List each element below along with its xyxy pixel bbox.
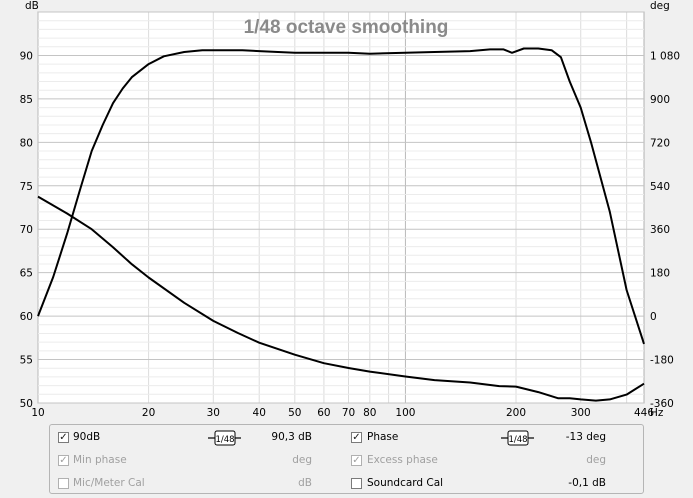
y2-axis-label: deg <box>650 0 670 12</box>
y2-tick-labels: -360 -180 0 180 360 540 720 900 1 080 <box>650 50 680 410</box>
y-tick-label: 80 <box>20 137 33 149</box>
min-phase-value: deg <box>292 454 312 466</box>
y-tick-label: 75 <box>20 181 33 193</box>
series-line-phase <box>37 195 645 402</box>
y-tick-label: 70 <box>20 224 33 236</box>
y-tick-label: 65 <box>20 268 33 280</box>
svg-text:1/48: 1/48 <box>215 435 234 445</box>
magnitude-checkbox[interactable]: ✓ <box>58 432 69 443</box>
soundcard-cal-label: Soundcard Cal <box>367 477 444 489</box>
y-tick-label: 50 <box>20 398 33 410</box>
y2-tick-label: -180 <box>650 355 674 367</box>
y2-tick-label: 540 <box>650 181 670 193</box>
x-tick-label: 50 <box>288 407 301 419</box>
legend-row-1: ✓ 90dB 1/48 90,3 dB ✓ Phase 1/48 -13 deg <box>50 429 643 449</box>
excess-phase-label: Excess phase <box>367 454 438 466</box>
chart-title: 1/48 octave smoothing <box>244 17 449 38</box>
magnitude-value: 90,3 dB <box>271 431 312 443</box>
legend-row-3: Mic/Meter Cal dB Soundcard Cal -0,1 dB <box>50 475 643 495</box>
phase-label: Phase <box>367 431 399 443</box>
soundcard-cal-checkbox[interactable] <box>351 478 362 489</box>
x-tick-label: 20 <box>142 407 155 419</box>
frequency-response-chart: 10 20 30 40 50 60 70 80 100 200 300 446 50 55 60 65 70 7… <box>20 0 680 419</box>
horizontal-grid <box>38 11 644 404</box>
series-line-90db <box>37 47 645 345</box>
y-tick-label: 85 <box>20 94 33 106</box>
x-tick-label: 60 <box>317 407 330 419</box>
x-tick-label: 100 <box>395 407 415 419</box>
svg-text:1/48: 1/48 <box>508 435 527 445</box>
x-tick-label: 446 <box>634 407 654 419</box>
y-tick-label: 55 <box>20 355 33 367</box>
y-tick-label: 60 <box>20 311 33 323</box>
phase-smoothing-icon[interactable]: 1/48 <box>501 430 534 446</box>
min-phase-label: Min phase <box>73 454 127 466</box>
y2-tick-label: 180 <box>650 268 670 280</box>
x-tick-label: 80 <box>363 407 376 419</box>
legend-panel: ✓ 90dB 1/48 90,3 dB ✓ Phase 1/48 -13 deg… <box>49 424 644 494</box>
vertical-grid <box>37 12 628 403</box>
soundcard-cal-value: -0,1 dB <box>568 477 606 489</box>
y2-tick-label: 360 <box>650 224 670 236</box>
y2-tick-label: 900 <box>650 94 670 106</box>
y-tick-labels: 50 55 60 65 70 75 80 85 90 <box>20 50 33 410</box>
y2-tick-label: 720 <box>650 137 670 149</box>
x-axis-label: Hz <box>650 407 664 419</box>
y2-tick-label: 0 <box>650 311 657 323</box>
min-phase-checkbox[interactable]: ✓ <box>58 455 69 466</box>
magnitude-label: 90dB <box>73 431 101 443</box>
plot-area <box>37 11 645 404</box>
mic-cal-label: Mic/Meter Cal <box>73 477 145 489</box>
x-tick-label: 300 <box>571 407 591 419</box>
y-tick-label: 90 <box>20 50 33 62</box>
mic-cal-checkbox[interactable] <box>58 478 69 489</box>
excess-phase-checkbox[interactable]: ✓ <box>351 455 362 466</box>
excess-phase-value: deg <box>586 454 606 466</box>
phase-checkbox[interactable]: ✓ <box>351 432 362 443</box>
y2-tick-label: -360 <box>650 398 674 410</box>
x-tick-label: 200 <box>506 407 526 419</box>
x-tick-label: 40 <box>253 407 266 419</box>
series-layer <box>37 47 645 402</box>
y-axis-label: dB <box>25 0 39 12</box>
legend-row-2: ✓ Min phase deg ✓ Excess phase deg <box>50 452 643 472</box>
magnitude-smoothing-icon[interactable]: 1/48 <box>208 430 241 446</box>
x-tick-label: 10 <box>31 407 44 419</box>
x-tick-label: 70 <box>342 407 355 419</box>
x-tick-labels: 10 20 30 40 50 60 70 80 100 200 300 446 <box>31 407 654 419</box>
y2-tick-label: 1 080 <box>650 50 680 62</box>
mic-cal-value: dB <box>298 477 312 489</box>
x-tick-label: 30 <box>207 407 220 419</box>
phase-value: -13 deg <box>565 431 606 443</box>
